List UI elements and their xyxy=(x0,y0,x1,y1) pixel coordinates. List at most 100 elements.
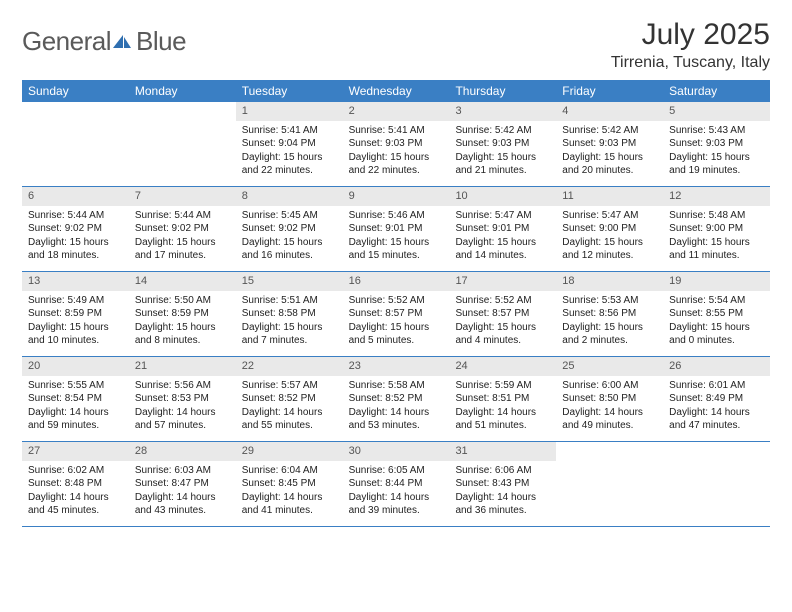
day-body: Sunrise: 6:06 AMSunset: 8:43 PMDaylight:… xyxy=(449,461,556,524)
calendar-cell: 16Sunrise: 5:52 AMSunset: 8:57 PMDayligh… xyxy=(343,272,450,356)
daylight-line: Daylight: 14 hours and 43 minutes. xyxy=(135,491,230,518)
day-body: Sunrise: 5:44 AMSunset: 9:02 PMDaylight:… xyxy=(129,206,236,269)
sunset-line: Sunset: 9:03 PM xyxy=(562,137,657,151)
daylight-line: Daylight: 15 hours and 0 minutes. xyxy=(669,321,764,348)
sunset-line: Sunset: 8:47 PM xyxy=(135,477,230,491)
sunset-line: Sunset: 8:49 PM xyxy=(669,392,764,406)
sunset-line: Sunset: 8:52 PM xyxy=(242,392,337,406)
sunrise-line: Sunrise: 5:46 AM xyxy=(349,209,444,223)
calendar-week: 13Sunrise: 5:49 AMSunset: 8:59 PMDayligh… xyxy=(22,272,770,357)
day-number: 16 xyxy=(343,272,450,291)
sunset-line: Sunset: 8:55 PM xyxy=(669,307,764,321)
daylight-line: Daylight: 15 hours and 15 minutes. xyxy=(349,236,444,263)
brand-name-b: Blue xyxy=(136,26,186,57)
sunset-line: Sunset: 8:43 PM xyxy=(455,477,550,491)
sunset-line: Sunset: 8:54 PM xyxy=(28,392,123,406)
calendar-cell: 17Sunrise: 5:52 AMSunset: 8:57 PMDayligh… xyxy=(449,272,556,356)
day-body: Sunrise: 5:44 AMSunset: 9:02 PMDaylight:… xyxy=(22,206,129,269)
sunset-line: Sunset: 8:48 PM xyxy=(28,477,123,491)
day-number: 31 xyxy=(449,442,556,461)
calendar-cell: 25Sunrise: 6:00 AMSunset: 8:50 PMDayligh… xyxy=(556,357,663,441)
day-number-empty xyxy=(129,102,236,121)
daylight-line: Daylight: 14 hours and 55 minutes. xyxy=(242,406,337,433)
day-header: Thursday xyxy=(449,80,556,102)
day-body: Sunrise: 5:55 AMSunset: 8:54 PMDaylight:… xyxy=(22,376,129,439)
sunrise-line: Sunrise: 5:58 AM xyxy=(349,379,444,393)
day-body: Sunrise: 6:01 AMSunset: 8:49 PMDaylight:… xyxy=(663,376,770,439)
calendar-cell: 1Sunrise: 5:41 AMSunset: 9:04 PMDaylight… xyxy=(236,102,343,186)
day-number: 11 xyxy=(556,187,663,206)
day-body: Sunrise: 5:41 AMSunset: 9:03 PMDaylight:… xyxy=(343,121,450,184)
sunset-line: Sunset: 8:51 PM xyxy=(455,392,550,406)
sunrise-line: Sunrise: 5:51 AM xyxy=(242,294,337,308)
day-number: 20 xyxy=(22,357,129,376)
daylight-line: Daylight: 15 hours and 11 minutes. xyxy=(669,236,764,263)
calendar-cell: 5Sunrise: 5:43 AMSunset: 9:03 PMDaylight… xyxy=(663,102,770,186)
sunrise-line: Sunrise: 6:01 AM xyxy=(669,379,764,393)
day-number: 4 xyxy=(556,102,663,121)
daylight-line: Daylight: 15 hours and 7 minutes. xyxy=(242,321,337,348)
sunset-line: Sunset: 8:59 PM xyxy=(135,307,230,321)
day-number-empty xyxy=(556,442,663,461)
day-body: Sunrise: 5:50 AMSunset: 8:59 PMDaylight:… xyxy=(129,291,236,354)
daylight-line: Daylight: 15 hours and 2 minutes. xyxy=(562,321,657,348)
day-body: Sunrise: 5:57 AMSunset: 8:52 PMDaylight:… xyxy=(236,376,343,439)
sunset-line: Sunset: 8:56 PM xyxy=(562,307,657,321)
daylight-line: Daylight: 14 hours and 59 minutes. xyxy=(28,406,123,433)
calendar-cell: 10Sunrise: 5:47 AMSunset: 9:01 PMDayligh… xyxy=(449,187,556,271)
day-number-empty xyxy=(22,102,129,121)
day-number: 9 xyxy=(343,187,450,206)
day-body: Sunrise: 5:48 AMSunset: 9:00 PMDaylight:… xyxy=(663,206,770,269)
sunrise-line: Sunrise: 5:41 AM xyxy=(242,124,337,138)
day-number: 29 xyxy=(236,442,343,461)
day-body: Sunrise: 5:58 AMSunset: 8:52 PMDaylight:… xyxy=(343,376,450,439)
calendar-cell: 9Sunrise: 5:46 AMSunset: 9:01 PMDaylight… xyxy=(343,187,450,271)
day-number: 6 xyxy=(22,187,129,206)
day-body: Sunrise: 5:52 AMSunset: 8:57 PMDaylight:… xyxy=(343,291,450,354)
day-number: 7 xyxy=(129,187,236,206)
day-header: Friday xyxy=(556,80,663,102)
day-body: Sunrise: 5:42 AMSunset: 9:03 PMDaylight:… xyxy=(556,121,663,184)
calendar-cell: 20Sunrise: 5:55 AMSunset: 8:54 PMDayligh… xyxy=(22,357,129,441)
sunset-line: Sunset: 9:03 PM xyxy=(349,137,444,151)
daylight-line: Daylight: 14 hours and 51 minutes. xyxy=(455,406,550,433)
calendar-week: 6Sunrise: 5:44 AMSunset: 9:02 PMDaylight… xyxy=(22,187,770,272)
day-number: 27 xyxy=(22,442,129,461)
day-body: Sunrise: 5:51 AMSunset: 8:58 PMDaylight:… xyxy=(236,291,343,354)
sunset-line: Sunset: 9:02 PM xyxy=(28,222,123,236)
day-body: Sunrise: 5:56 AMSunset: 8:53 PMDaylight:… xyxy=(129,376,236,439)
day-body: Sunrise: 5:54 AMSunset: 8:55 PMDaylight:… xyxy=(663,291,770,354)
day-body: Sunrise: 5:46 AMSunset: 9:01 PMDaylight:… xyxy=(343,206,450,269)
day-body: Sunrise: 5:43 AMSunset: 9:03 PMDaylight:… xyxy=(663,121,770,184)
daylight-line: Daylight: 15 hours and 22 minutes. xyxy=(242,151,337,178)
day-body: Sunrise: 5:59 AMSunset: 8:51 PMDaylight:… xyxy=(449,376,556,439)
day-body: Sunrise: 5:47 AMSunset: 9:01 PMDaylight:… xyxy=(449,206,556,269)
daylight-line: Daylight: 14 hours and 41 minutes. xyxy=(242,491,337,518)
sunrise-line: Sunrise: 5:42 AM xyxy=(455,124,550,138)
sunset-line: Sunset: 8:45 PM xyxy=(242,477,337,491)
daylight-line: Daylight: 15 hours and 4 minutes. xyxy=(455,321,550,348)
sunset-line: Sunset: 8:59 PM xyxy=(28,307,123,321)
sunset-line: Sunset: 8:58 PM xyxy=(242,307,337,321)
calendar-cell xyxy=(129,102,236,186)
sunrise-line: Sunrise: 6:02 AM xyxy=(28,464,123,478)
sunrise-line: Sunrise: 6:03 AM xyxy=(135,464,230,478)
calendar-cell: 26Sunrise: 6:01 AMSunset: 8:49 PMDayligh… xyxy=(663,357,770,441)
sunrise-line: Sunrise: 5:47 AM xyxy=(562,209,657,223)
day-number: 1 xyxy=(236,102,343,121)
daylight-line: Daylight: 15 hours and 21 minutes. xyxy=(455,151,550,178)
calendar-cell: 13Sunrise: 5:49 AMSunset: 8:59 PMDayligh… xyxy=(22,272,129,356)
sunset-line: Sunset: 9:01 PM xyxy=(455,222,550,236)
day-body: Sunrise: 5:41 AMSunset: 9:04 PMDaylight:… xyxy=(236,121,343,184)
day-number: 26 xyxy=(663,357,770,376)
sunrise-line: Sunrise: 5:56 AM xyxy=(135,379,230,393)
sunset-line: Sunset: 8:44 PM xyxy=(349,477,444,491)
sunset-line: Sunset: 9:03 PM xyxy=(455,137,550,151)
sunrise-line: Sunrise: 5:59 AM xyxy=(455,379,550,393)
calendar-cell: 18Sunrise: 5:53 AMSunset: 8:56 PMDayligh… xyxy=(556,272,663,356)
calendar-cell: 30Sunrise: 6:05 AMSunset: 8:44 PMDayligh… xyxy=(343,442,450,526)
sunrise-line: Sunrise: 5:52 AM xyxy=(349,294,444,308)
header-row: General Blue July 2025 Tirrenia, Tuscany… xyxy=(22,18,770,72)
daylight-line: Daylight: 14 hours and 53 minutes. xyxy=(349,406,444,433)
sunrise-line: Sunrise: 6:04 AM xyxy=(242,464,337,478)
